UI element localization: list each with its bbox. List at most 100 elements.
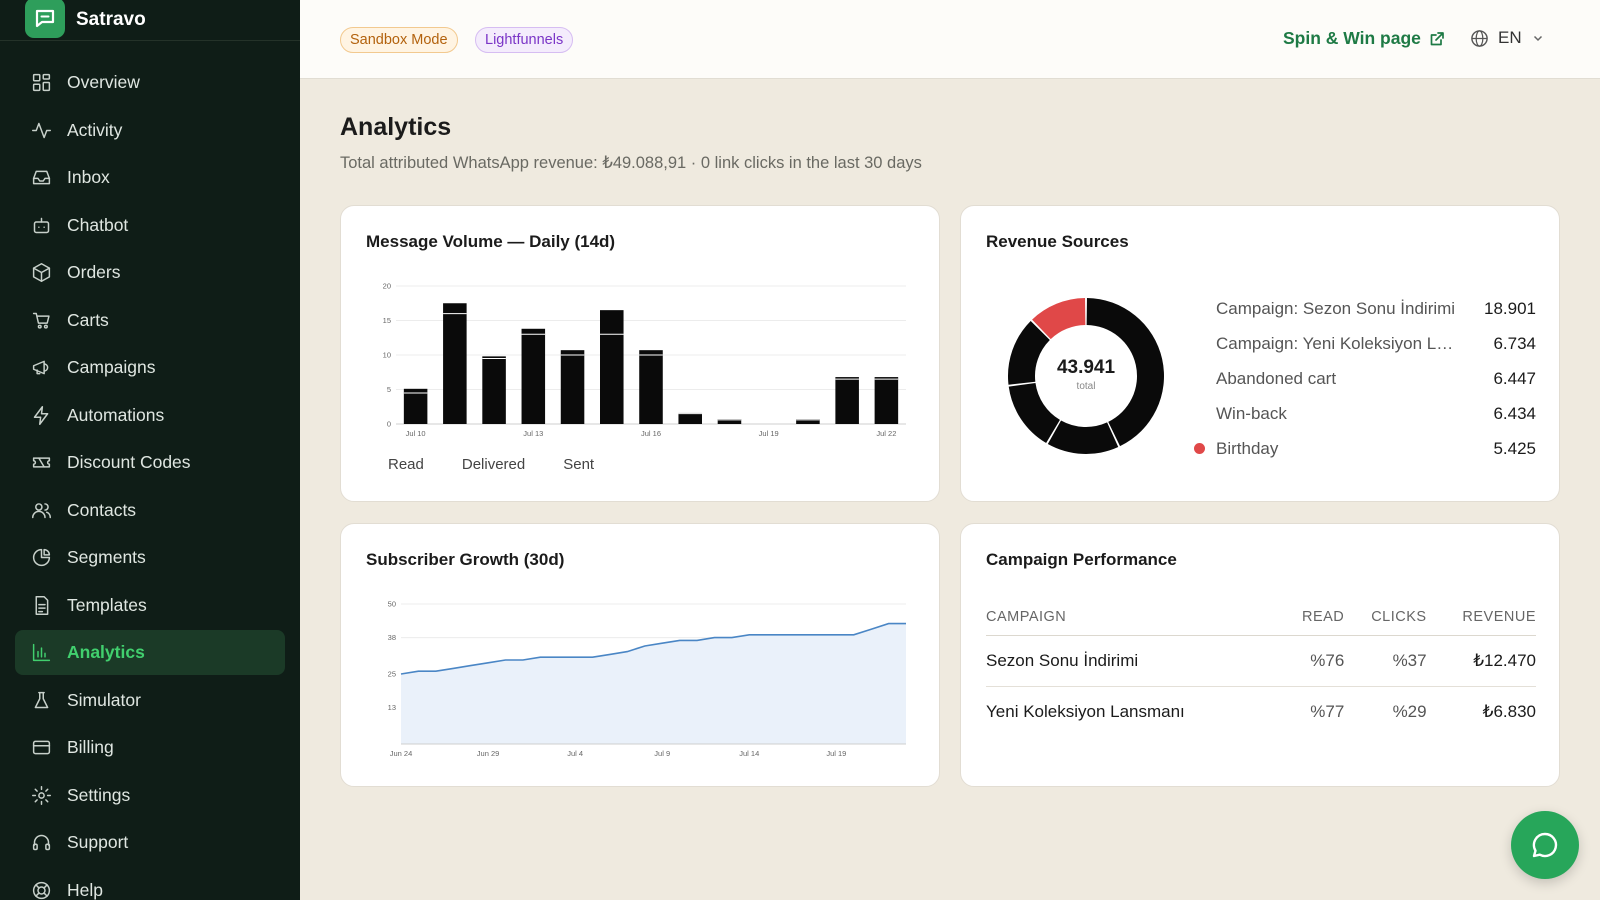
table-row[interactable]: Sezon Sonu İndirimi %76 %37 ₺12.470 xyxy=(986,635,1536,687)
bar-read[interactable] xyxy=(482,358,506,424)
sidebar-item-simulator[interactable]: Simulator xyxy=(15,678,285,723)
donut-total-label: total xyxy=(1077,381,1096,392)
cell-clicks: %29 xyxy=(1392,701,1427,721)
bar-delivered[interactable] xyxy=(835,377,859,380)
donut-slice[interactable] xyxy=(1008,382,1060,444)
x-tick-label: Jul 4 xyxy=(567,749,583,758)
bar-read[interactable] xyxy=(796,419,820,424)
bar-read[interactable] xyxy=(835,379,859,424)
flask-icon xyxy=(30,689,52,711)
donut-slice[interactable] xyxy=(1008,321,1050,385)
bar-read[interactable] xyxy=(403,392,428,424)
legend-delivered[interactable]: Delivered xyxy=(461,456,526,473)
bar-delivered[interactable] xyxy=(521,328,546,335)
donut-slice[interactable] xyxy=(1086,298,1164,447)
donut-slice[interactable] xyxy=(1032,298,1086,340)
revenue-sources-card: Revenue Sources 43.941 total Campaign: Se… xyxy=(960,205,1560,502)
revenue-source-name: Abandoned cart xyxy=(1216,368,1337,388)
cart-icon xyxy=(30,309,52,331)
sidebar-item-automations[interactable]: Automations xyxy=(15,393,285,438)
subscriber-growth-card: Subscriber Growth (30d) 13 25 38 50 Jun 24 Ju… xyxy=(340,523,940,787)
sidebar-nav: Overview Activity Inbox Chatbot Orders Carts C… xyxy=(15,60,285,900)
sidebar-item-inbox[interactable]: Inbox xyxy=(15,155,285,200)
legend-read[interactable]: Read xyxy=(388,456,424,473)
revenue-source-row[interactable]: Win-back 6.434 xyxy=(1216,396,1536,431)
bar-delivered[interactable] xyxy=(443,303,467,314)
legend-sent[interactable]: Sent xyxy=(563,456,595,473)
col-revenue: REVENUE xyxy=(1426,599,1536,636)
sidebar-item-chatbot[interactable]: Chatbot xyxy=(15,203,285,248)
document-icon xyxy=(30,594,52,616)
bar-read[interactable] xyxy=(678,413,702,424)
cell-campaign: Yeni Koleksiyon Lansmanı xyxy=(986,701,1185,721)
chevron-down-icon xyxy=(1533,35,1542,42)
sidebar-item-label: Carts xyxy=(67,309,109,330)
message-volume-card: Message Volume — Daily (14d) 0 5 10 15 20 Jul… xyxy=(340,205,940,502)
sidebar-item-carts[interactable]: Carts xyxy=(15,298,285,343)
table-row[interactable]: Yeni Koleksiyon Lansmanı %77 %29 ₺6.830 xyxy=(986,686,1536,737)
bar-read[interactable] xyxy=(600,334,624,424)
revenue-source-row[interactable]: Birthday 5.425 xyxy=(1194,431,1536,466)
bar-delivered[interactable] xyxy=(482,356,506,359)
revenue-sources-list: Campaign: Sezon Sonu İndirimi 18.901 Campa… xyxy=(1194,291,1536,466)
sidebar-item-campaigns[interactable]: Campaigns xyxy=(15,345,285,390)
bar-read[interactable] xyxy=(560,355,585,424)
sidebar-item-label: Support xyxy=(67,832,129,852)
x-tick-label: Jul 10 xyxy=(406,429,426,438)
y-tick-label: 5 xyxy=(387,385,391,394)
sidebar-item-analytics[interactable]: Analytics xyxy=(15,630,285,675)
y-tick-label: 20 xyxy=(383,282,391,291)
external-link-icon xyxy=(1430,31,1444,45)
sidebar-item-label: Orders xyxy=(67,262,121,282)
cell-clicks: %37 xyxy=(1344,635,1427,687)
revenue-source-row[interactable]: Campaign: Sezon Sonu İndirimi 18.901 xyxy=(1216,291,1536,326)
y-tick-label: 15 xyxy=(383,316,391,325)
sidebar-item-billing[interactable]: Billing xyxy=(15,725,285,770)
bar-read[interactable] xyxy=(639,355,663,424)
bar-read[interactable] xyxy=(717,419,742,424)
revenue-source-row[interactable]: Campaign: Yeni Koleksiyon Lansmanı 6.734 xyxy=(1216,326,1536,361)
orders-icon xyxy=(30,262,52,284)
overview-icon xyxy=(30,72,52,94)
bar-delivered[interactable] xyxy=(403,388,428,393)
chat-button[interactable] xyxy=(1511,811,1579,879)
bar-read[interactable] xyxy=(521,334,546,424)
megaphone-icon xyxy=(30,357,52,379)
sidebar-item-contacts[interactable]: Contacts xyxy=(15,488,285,533)
revenue-source-row[interactable]: Abandoned cart 6.447 xyxy=(1216,361,1536,396)
bar-delivered[interactable] xyxy=(874,377,899,380)
sidebar-item-settings[interactable]: Settings xyxy=(15,773,285,818)
bar-chart-icon xyxy=(30,642,52,664)
sandbox-mode-badge: Sandbox Mode xyxy=(340,27,458,53)
revenue-sources-donut: 43.941 total xyxy=(1008,298,1164,454)
donut-slice[interactable] xyxy=(1047,420,1119,454)
language-selector[interactable]: EN xyxy=(1470,28,1544,48)
sidebar-item-overview[interactable]: Overview xyxy=(15,60,285,105)
bar-delivered[interactable] xyxy=(600,310,624,335)
sidebar-item-segments[interactable]: Segments xyxy=(15,535,285,580)
cell-read: %76 xyxy=(1281,635,1345,687)
growth-line[interactable] xyxy=(400,622,906,675)
bar-delivered[interactable] xyxy=(560,350,585,355)
sidebar-item-support[interactable]: Support xyxy=(15,820,285,865)
sidebar-item-help[interactable]: Help xyxy=(15,868,285,900)
spin-win-link[interactable]: Spin & Win page xyxy=(1283,28,1445,49)
brand[interactable]: Satravo xyxy=(0,0,300,41)
bar-read[interactable] xyxy=(874,379,899,424)
sidebar-item-discount-codes[interactable]: Discount Codes xyxy=(15,440,285,485)
sidebar-item-orders[interactable]: Orders xyxy=(15,250,285,295)
globe-icon xyxy=(1471,29,1488,47)
sidebar-item-templates[interactable]: Templates xyxy=(15,583,285,628)
y-tick-label: 25 xyxy=(388,670,396,679)
bar-delivered[interactable] xyxy=(639,350,663,355)
y-tick-label: 13 xyxy=(388,703,396,712)
language-code: EN xyxy=(1498,28,1522,47)
bar-read[interactable] xyxy=(443,313,467,424)
cell-revenue: ₺6.830 xyxy=(1482,701,1536,721)
sidebar-item-activity[interactable]: Activity xyxy=(15,108,285,153)
contacts-icon xyxy=(30,499,52,521)
sidebar-item-label: Simulator xyxy=(67,689,141,710)
activity-icon xyxy=(30,119,52,141)
x-tick-label: Jun 24 xyxy=(390,749,413,758)
y-tick-label: 38 xyxy=(388,633,396,642)
